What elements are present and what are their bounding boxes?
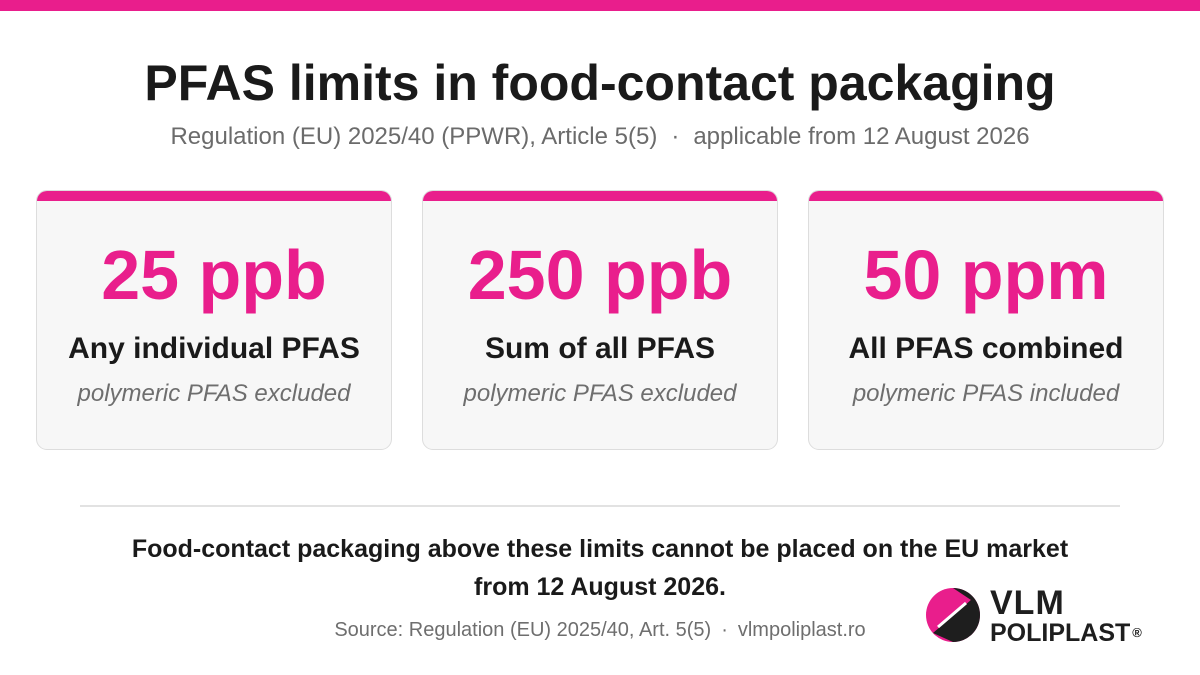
statement-line-2: from 12 August 2026. <box>474 573 726 601</box>
limit-value: 25 ppb <box>101 236 327 314</box>
source-line: Source: Regulation (EU) 2025/40, Art. 5(… <box>200 617 1000 643</box>
limit-value: 250 ppb <box>467 236 733 314</box>
section-divider <box>80 505 1120 507</box>
limit-label: Any individual PFAS <box>68 332 360 365</box>
subtitle-separator: · <box>671 123 680 150</box>
limit-card-combined: 50 ppm All PFAS combined polymeric PFAS … <box>808 190 1164 450</box>
logo-line-vlm: VLM <box>990 584 1065 622</box>
subtitle-regulation: Regulation (EU) 2025/40 (PPWR), Article … <box>170 123 658 150</box>
limit-label: Sum of all PFAS <box>484 332 716 365</box>
limit-note: polymeric PFAS excluded <box>77 380 351 407</box>
card-accent-bar <box>37 191 391 201</box>
vlm-poliplast-logo: VLM POLIPLAST ® <box>924 586 1164 648</box>
top-accent-bar <box>0 0 1200 11</box>
page-title: PFAS limits in food-contact packaging <box>144 55 1056 111</box>
limit-value: 50 ppm <box>863 236 1109 314</box>
card-accent-bar <box>809 191 1163 201</box>
logo-line-poliplast: POLIPLAST ® <box>990 620 1164 646</box>
logo-poliplast-text: POLIPLAST <box>990 619 1131 647</box>
limit-card-sum: 250 ppb Sum of all PFAS polymeric PFAS e… <box>422 190 778 450</box>
card-accent-bar <box>423 191 777 201</box>
limit-note: polymeric PFAS excluded <box>463 380 737 407</box>
logo-wordmark: VLM POLIPLAST ® <box>990 586 1164 646</box>
website-link[interactable]: vlmpoliplast.ro <box>737 619 866 641</box>
registered-mark: ® <box>1132 625 1142 640</box>
page-subtitle: Regulation (EU) 2025/40 (PPWR), Article … <box>0 122 1200 152</box>
limit-label: All PFAS combined <box>848 332 1124 365</box>
limit-note: polymeric PFAS included <box>852 380 1120 407</box>
market-restriction-statement: Food-contact packaging above these limit… <box>60 530 1140 606</box>
limit-card-individual: 25 ppb Any individual PFAS polymeric PFA… <box>36 190 392 450</box>
source-citation: Source: Regulation (EU) 2025/40, Art. 5(… <box>334 619 712 641</box>
circle-triangle-logo-icon <box>926 588 980 642</box>
subtitle-applicable-date: applicable from 12 August 2026 <box>693 123 1030 150</box>
statement-line-1: Food-contact packaging above these limit… <box>131 535 1069 563</box>
source-separator: · <box>721 619 728 641</box>
